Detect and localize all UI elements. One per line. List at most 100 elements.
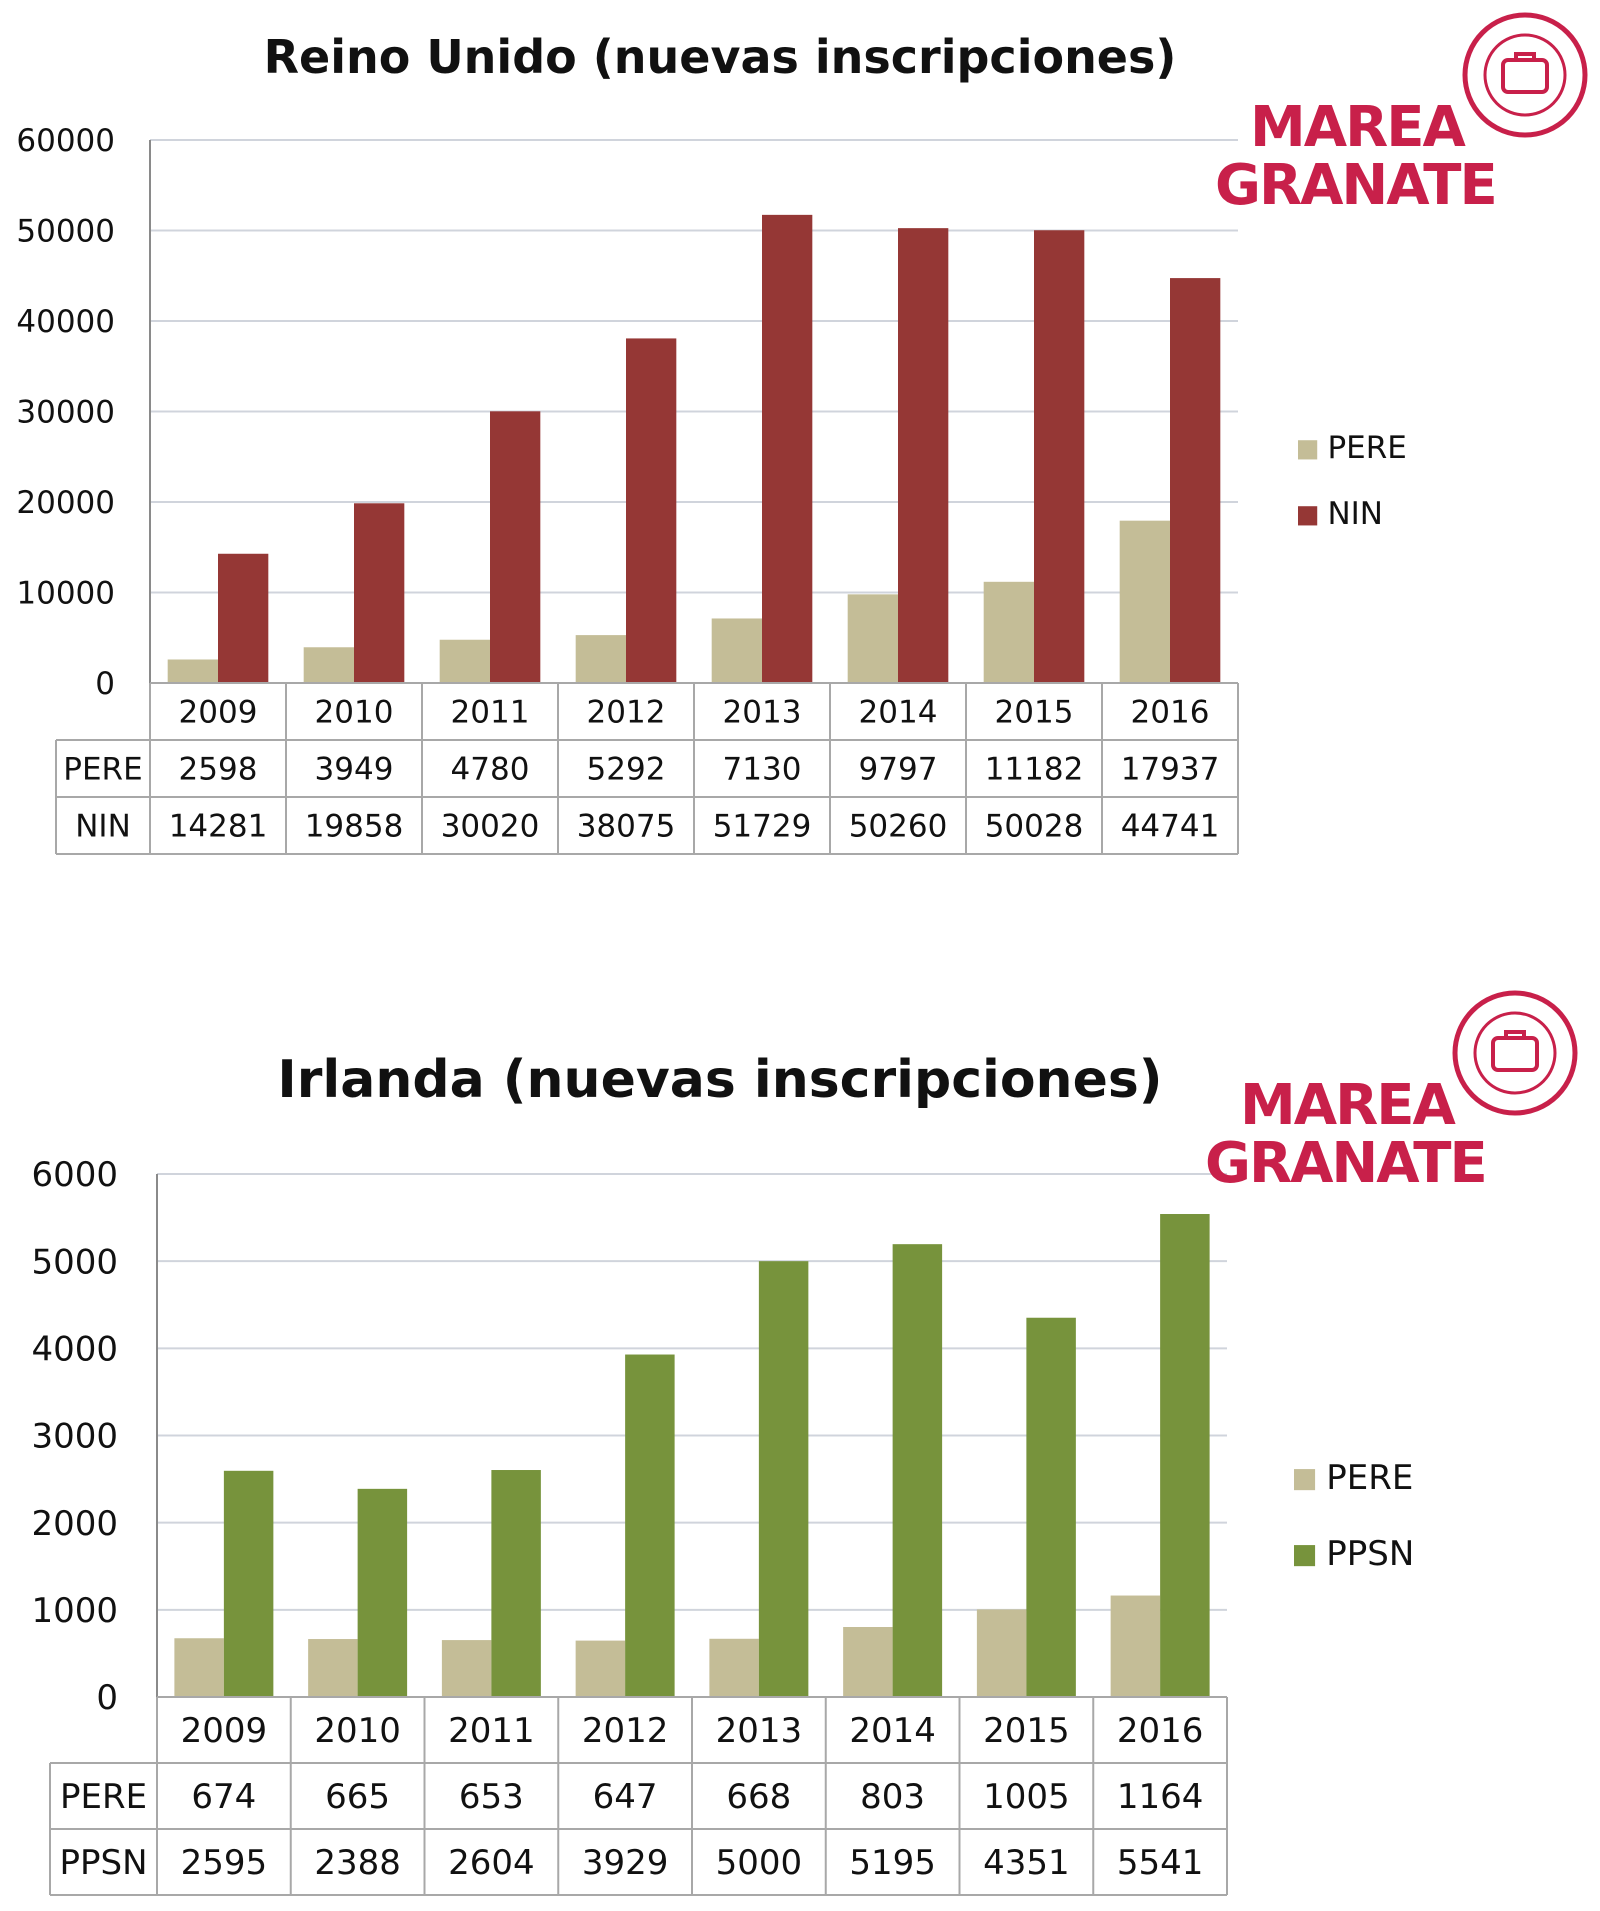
- x-tick-label: 2013: [723, 695, 802, 731]
- logo-word-granate: GRANATE: [1205, 1131, 1488, 1196]
- data-table-cell: 647: [593, 1777, 658, 1817]
- data-table-cell: 665: [325, 1777, 390, 1817]
- legend-label: NIN: [1327, 496, 1383, 532]
- bar-nin: [626, 338, 677, 683]
- bar-ppsn: [1026, 1317, 1076, 1697]
- table-row-label: NIN: [75, 809, 131, 845]
- data-table-cell: 3949: [315, 752, 394, 788]
- x-tick-label: 2010: [314, 1711, 401, 1751]
- bar-pere: [847, 594, 898, 683]
- data-table-cell: 1005: [983, 1777, 1070, 1817]
- x-tick-label: 2009: [179, 695, 258, 731]
- y-tick-label: 0: [96, 1678, 118, 1718]
- y-tick-label: 1000: [31, 1591, 118, 1631]
- bar-ppsn: [758, 1261, 809, 1697]
- legend-swatch-pere: [1298, 440, 1318, 460]
- bar-chart-ireland: 0 1000 2000 3000 4000 5000 6000 2009 2010 2011 201…: [31, 1155, 1414, 1896]
- bar-ppsn: [357, 1488, 408, 1697]
- logo-word-marea: MAREA: [1240, 1073, 1456, 1138]
- data-table-cell: 11182: [985, 752, 1084, 788]
- data-table-cell: 3929: [582, 1843, 669, 1883]
- bar-pere: [441, 1640, 492, 1697]
- data-table-cell: 4780: [451, 752, 530, 788]
- bar-chart-uk: 0 10000 20000 30000 40000 50000 60000 2009 2010 2…: [16, 123, 1407, 855]
- data-table-cell: 7130: [723, 752, 802, 788]
- bar-ppsn: [892, 1244, 943, 1697]
- data-table-cell: 674: [191, 1777, 256, 1817]
- x-tick-label: 2015: [983, 1711, 1070, 1751]
- bar-nin: [354, 503, 405, 683]
- suitcase-seal-icon: [1462, 12, 1588, 138]
- bar-nin: [762, 214, 813, 684]
- bar-ppsn: [223, 1470, 274, 1697]
- y-tick-label: 3000: [31, 1417, 118, 1457]
- chart-panel-ireland: Irlanda (nuevas inscripciones) 0 1000 2000…: [0, 960, 1600, 1911]
- logo-word-marea: MAREA: [1250, 95, 1466, 160]
- x-tick-label: 2016: [1117, 1711, 1204, 1751]
- data-table-cell: 19858: [305, 809, 404, 845]
- y-tick-label: 6000: [31, 1155, 118, 1195]
- data-table-cell: 50260: [849, 809, 948, 845]
- y-tick-label: 2000: [31, 1504, 118, 1544]
- data-table-cell: 2595: [181, 1843, 268, 1883]
- data-table-cell: 668: [726, 1777, 791, 1817]
- x-tick-label: 2010: [315, 695, 394, 731]
- chart-title: Reino Unido (nuevas inscripciones): [263, 30, 1177, 84]
- data-table-cell: 9797: [859, 752, 938, 788]
- chart-title: Irlanda (nuevas inscripciones): [277, 1050, 1163, 1110]
- logo-word-granate: GRANATE: [1215, 153, 1498, 218]
- data-table-cell: 44741: [1121, 809, 1220, 845]
- data-table-cell: 17937: [1121, 752, 1220, 788]
- y-tick-label: 5000: [31, 1242, 118, 1282]
- bar-ppsn: [1160, 1214, 1210, 1697]
- x-tick-label: 2015: [995, 695, 1074, 731]
- marea-granate-logo: MAREA GRANATE: [1200, 978, 1580, 1192]
- x-tick-label: 2009: [181, 1711, 268, 1751]
- bar-ppsn: [625, 1354, 675, 1697]
- legend-swatch-pere: [1294, 1469, 1316, 1491]
- x-tick-label: 2011: [451, 695, 530, 731]
- bar-pere: [308, 1639, 358, 1697]
- data-table-cell: 51729: [713, 809, 812, 845]
- y-tick-label: 60000: [16, 123, 115, 159]
- bar-nin: [1034, 230, 1085, 684]
- bar-pere: [1119, 520, 1170, 683]
- legend-swatch-nin: [1298, 506, 1318, 526]
- y-tick-label: 40000: [16, 304, 115, 340]
- data-table-cell: 14281: [169, 809, 268, 845]
- bar-nin: [1170, 278, 1221, 683]
- bar-pere: [575, 635, 626, 683]
- bar-pere: [303, 647, 354, 683]
- bar-nin: [218, 553, 269, 683]
- x-tick-label: 2013: [716, 1711, 803, 1751]
- data-table-cell: 1164: [1117, 1777, 1204, 1817]
- suitcase-seal-icon: [1452, 990, 1578, 1116]
- bar-pere: [575, 1640, 626, 1697]
- data-table-cell: 30020: [441, 809, 540, 845]
- legend-swatch-ppsn: [1294, 1545, 1316, 1567]
- table-row-label: PERE: [60, 1777, 147, 1817]
- bar-pere: [843, 1627, 893, 1697]
- y-tick-label: 30000: [16, 395, 115, 431]
- table-row-label: PERE: [63, 752, 142, 788]
- data-table-cell: 2598: [179, 752, 258, 788]
- bar-pere: [976, 1609, 1027, 1697]
- bar-pere: [711, 618, 762, 683]
- y-tick-label: 10000: [16, 576, 115, 612]
- y-tick-label: 0: [95, 666, 115, 702]
- y-tick-label: 50000: [16, 214, 115, 250]
- bar-nin: [490, 411, 541, 683]
- data-table-cell: 38075: [577, 809, 676, 845]
- bar-pere: [1110, 1595, 1161, 1697]
- bar-pere: [439, 639, 490, 683]
- bar-pere: [983, 581, 1034, 683]
- data-table-cell: 803: [860, 1777, 925, 1817]
- x-tick-label: 2014: [849, 1711, 936, 1751]
- marea-granate-logo: MAREA GRANATE: [1210, 0, 1590, 214]
- chart-panel-uk: Reino Unido (nuevas inscripciones) 0 1000…: [0, 0, 1600, 880]
- data-table-cell: 5541: [1117, 1843, 1204, 1883]
- legend-label: PERE: [1327, 430, 1406, 466]
- bar-pere: [174, 1638, 224, 1697]
- data-table-cell: 4351: [983, 1843, 1070, 1883]
- bar-pere: [167, 659, 218, 683]
